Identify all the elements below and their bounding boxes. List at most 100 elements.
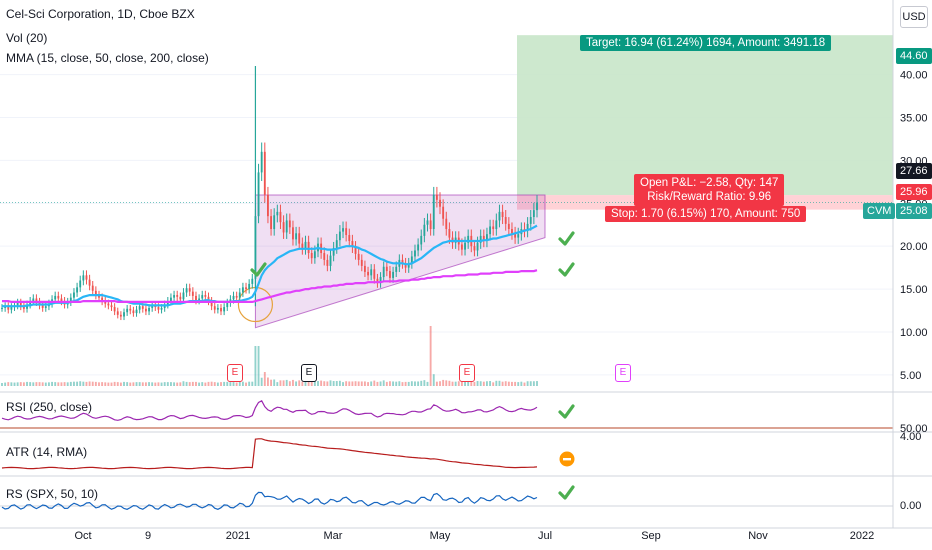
volume-bar	[332, 381, 335, 386]
neutral-icon-bar	[563, 458, 571, 461]
volume-bar	[13, 382, 16, 386]
candle	[423, 224, 426, 236]
atr-legend[interactable]: ATR (14, RMA)	[6, 445, 88, 459]
earnings-marker[interactable]: E	[459, 364, 475, 382]
candle	[188, 288, 191, 292]
candle	[363, 265, 366, 272]
candle	[185, 288, 188, 293]
volume-bar	[185, 381, 188, 386]
volume-bar	[76, 381, 79, 386]
earnings-marker[interactable]: E	[301, 364, 317, 382]
volume-bar	[376, 381, 379, 386]
volume-bar	[285, 379, 288, 386]
volume-bar	[88, 381, 91, 386]
candlestick-series[interactable]	[1, 66, 538, 321]
candle	[414, 250, 416, 257]
candle	[7, 306, 10, 310]
volume-bar	[251, 381, 254, 386]
candle	[335, 240, 338, 248]
candle	[41, 305, 44, 308]
candle	[304, 241, 307, 249]
candle	[123, 312, 125, 317]
candle	[223, 307, 226, 312]
volume-bar	[166, 382, 169, 386]
price-grid	[0, 74, 893, 376]
candle	[160, 307, 163, 310]
volume-bar	[254, 346, 257, 386]
candle	[182, 292, 185, 300]
candle	[285, 220, 288, 233]
volume-bar	[517, 382, 520, 386]
atr-tick-label: 4.00	[900, 431, 921, 443]
volume-bar	[216, 382, 219, 386]
price-tick-label: 5.00	[900, 370, 921, 382]
candle	[270, 216, 272, 230]
volume-bar	[536, 381, 538, 386]
time-tick-label: Sep	[641, 530, 661, 542]
volume-bar	[85, 381, 88, 386]
candle	[467, 235, 470, 243]
currency-button[interactable]: USD	[900, 6, 928, 28]
candle	[44, 306, 47, 308]
volume-legend[interactable]: Vol (20)	[6, 31, 48, 45]
candle	[135, 309, 138, 314]
rsi-legend[interactable]: RSI (250, close)	[6, 400, 93, 414]
volume-bar	[7, 382, 10, 386]
rs-legend[interactable]: RS (SPX, 50, 10)	[6, 487, 99, 501]
ma-legend[interactable]: MMA (15, close, 50, close, 200, close)	[6, 51, 209, 65]
volume-bar	[267, 377, 269, 386]
candle	[432, 194, 435, 230]
candle	[482, 235, 485, 242]
time-tick-label: Mar	[324, 530, 343, 542]
candle	[251, 278, 254, 284]
check-icon	[558, 404, 575, 419]
candle	[132, 310, 135, 314]
volume-bar	[495, 380, 498, 386]
volume-bar	[232, 382, 235, 386]
volume-bar	[523, 382, 526, 386]
volume-bar	[4, 382, 7, 386]
rs-tick-label: 0.00	[900, 500, 921, 512]
candle	[288, 220, 291, 228]
candle	[57, 295, 60, 299]
candle	[110, 305, 113, 308]
volume-bar	[482, 381, 485, 386]
candle	[382, 266, 385, 278]
candle	[295, 233, 298, 240]
volume-bar	[335, 381, 338, 386]
volume-bar	[298, 380, 301, 386]
earnings-marker[interactable]: E	[615, 364, 631, 382]
volume-bar	[35, 382, 38, 386]
symbol-legend[interactable]: Cel-Sci Corporation, 1D, Cboe BZX	[6, 7, 195, 21]
volume-bar	[160, 382, 163, 386]
volume-bar	[389, 381, 391, 386]
candle	[82, 275, 85, 281]
volume-bar	[54, 382, 57, 386]
candle	[195, 295, 197, 301]
price-tag-entry: 25.96	[896, 184, 932, 200]
volume-bar	[94, 381, 97, 386]
volume-bar	[22, 382, 25, 386]
volume-bar	[116, 382, 119, 386]
volume-bar	[141, 382, 144, 386]
candle	[248, 283, 251, 290]
time-tick-label: May	[430, 530, 451, 542]
price-tag-annotation: 27.66	[896, 163, 932, 179]
earnings-marker[interactable]: E	[227, 364, 243, 382]
volume-bar	[245, 382, 247, 386]
volume-bar	[451, 381, 454, 386]
candle	[504, 217, 507, 224]
volume-bar	[454, 381, 457, 386]
volume-bar	[223, 381, 226, 386]
volume-bar	[270, 379, 272, 386]
volume-bar	[417, 381, 420, 386]
candle	[273, 215, 276, 230]
volume-bar	[442, 379, 445, 386]
volume-bar	[176, 382, 179, 386]
symbol-tag[interactable]: CVM	[863, 203, 896, 219]
volume-bar	[82, 381, 85, 386]
candle	[176, 295, 179, 297]
price-tick-label: 40.00	[900, 70, 928, 82]
